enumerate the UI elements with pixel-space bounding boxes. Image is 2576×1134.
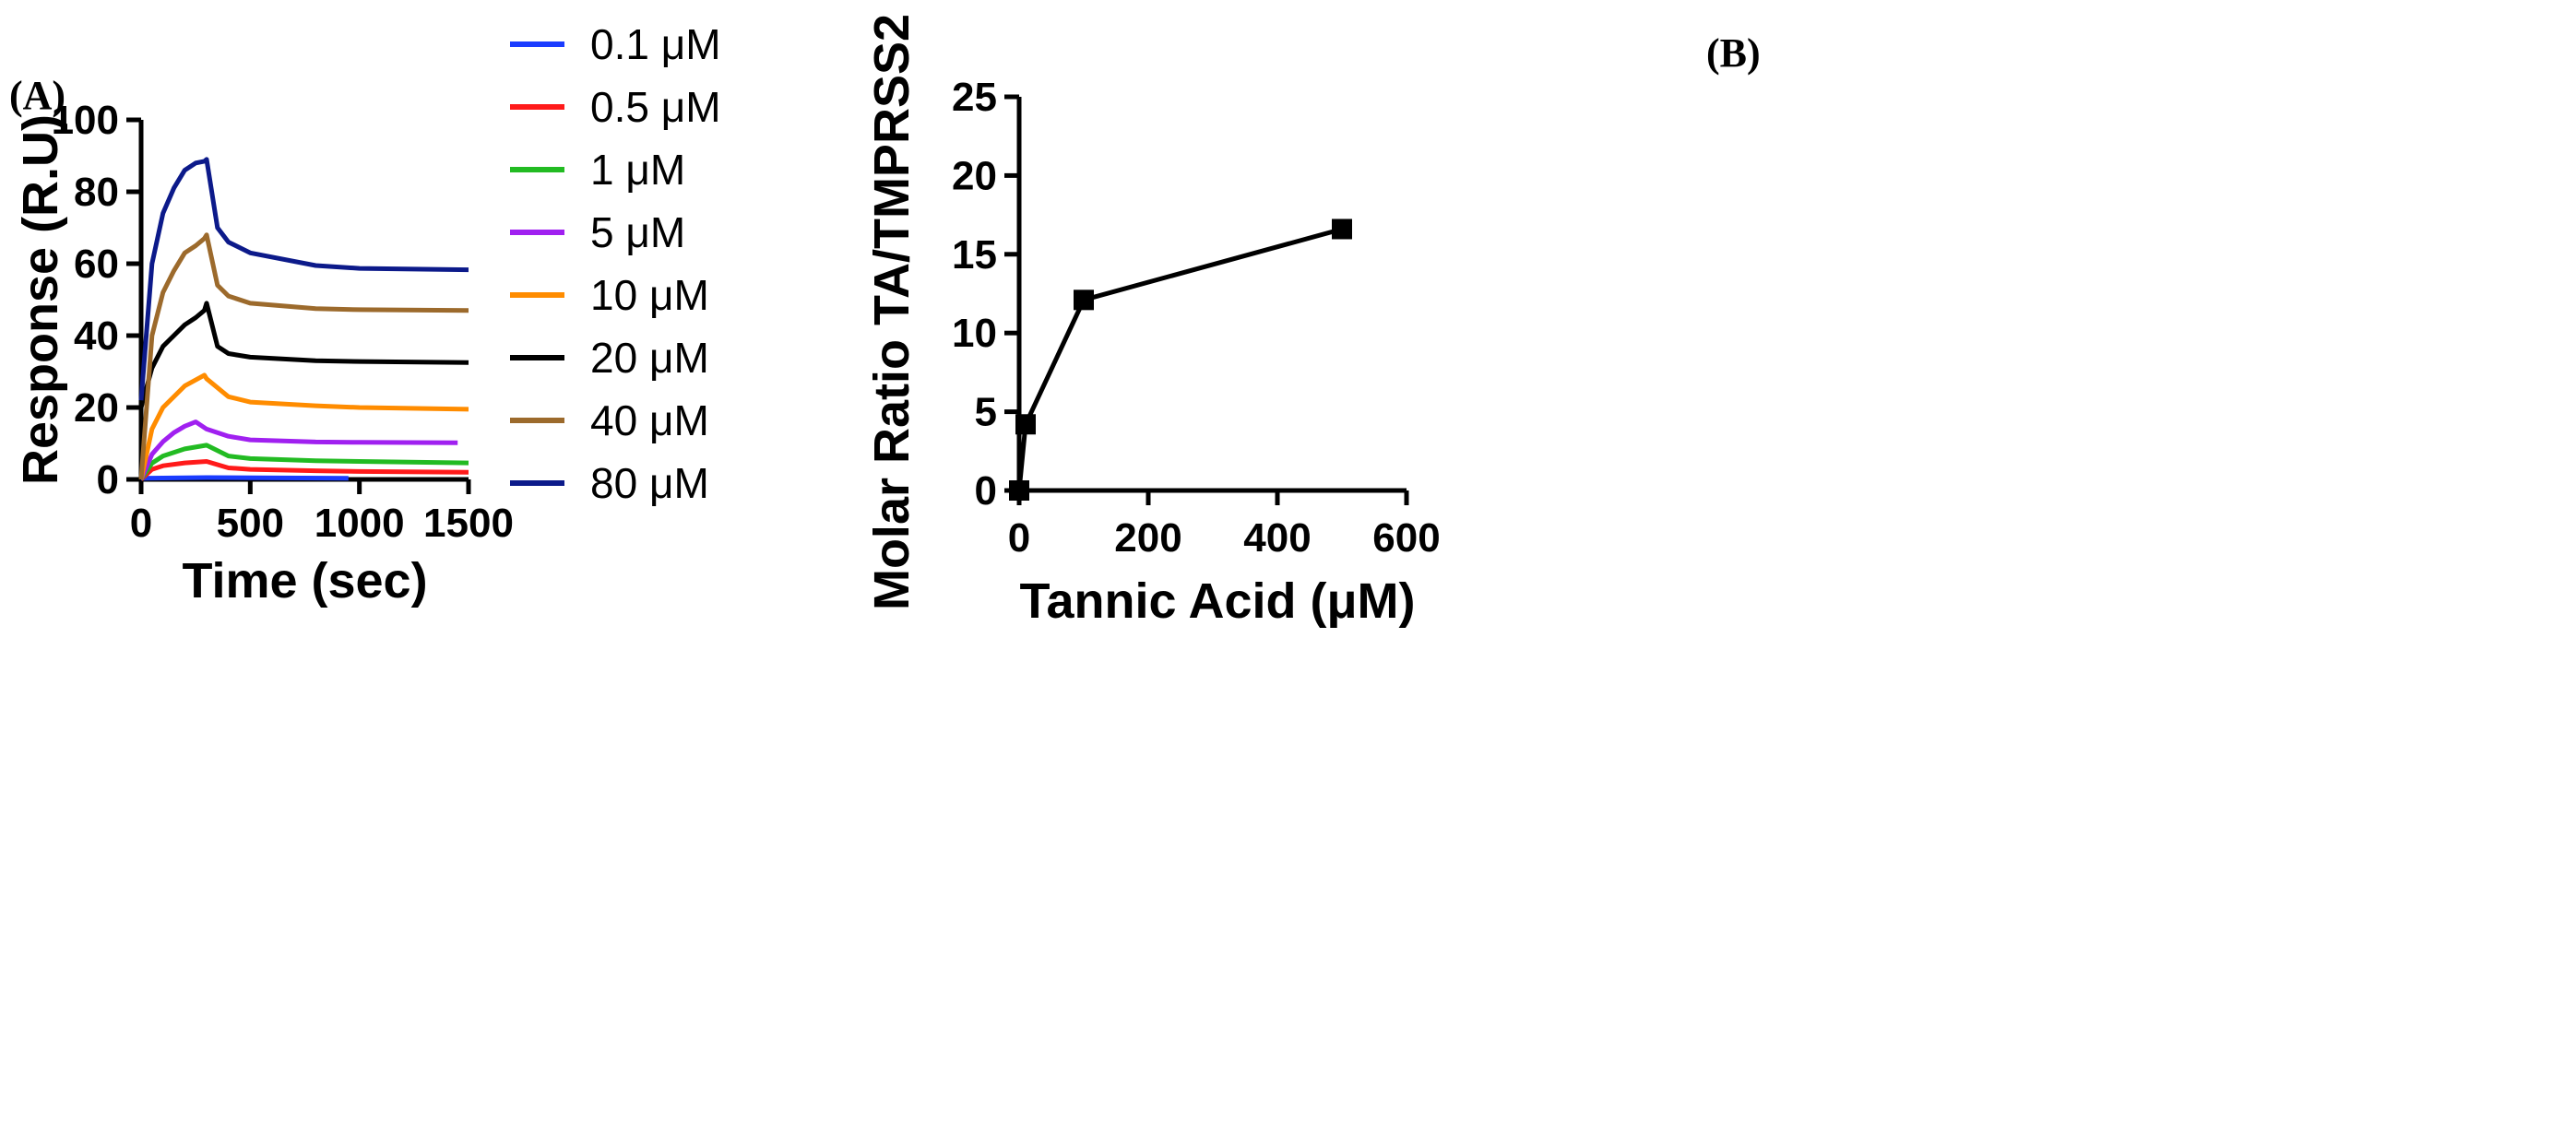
y-tick-label-b: 25 xyxy=(952,75,997,120)
series-line-7 xyxy=(138,232,469,480)
y-axis-title-a: Response (R.U) xyxy=(13,114,68,485)
legend-label-2: 0.5 μM xyxy=(590,83,721,131)
y-tick-label-a: 60 xyxy=(74,242,119,287)
series-group-b xyxy=(1009,219,1352,501)
y-tick-label-a: 40 xyxy=(74,313,119,359)
y-tick-label-b: 15 xyxy=(952,232,997,278)
x-axis-title-b: Tannic Acid (μM) xyxy=(1019,573,1415,629)
data-point-b-1 xyxy=(1009,480,1029,501)
series-line-8 xyxy=(138,157,469,401)
legend-label-5: 10 μM xyxy=(590,271,709,319)
legend-label-1: 0.1 μM xyxy=(590,20,721,68)
chart-b: (B) Molar Ratio TA/TMPRSS2 Tannic Acid (… xyxy=(864,14,1761,629)
panel-label-b: (B) xyxy=(1706,30,1761,76)
axes-b: 0 5 10 15 20 25 0 200 400 600 xyxy=(952,75,1441,561)
legend-label-6: 20 μM xyxy=(590,334,709,382)
data-point-b-3 xyxy=(1074,289,1094,311)
data-point-b-2 xyxy=(1015,414,1036,435)
x-tick-label-a: 1500 xyxy=(423,501,514,546)
series-line-b xyxy=(1016,227,1343,491)
series-line-2 xyxy=(139,459,469,481)
x-tick-label-a: 500 xyxy=(217,501,284,546)
y-tick-label-a: 0 xyxy=(97,457,119,502)
data-point-b-4 xyxy=(1332,219,1352,240)
y-tick-label-a: 20 xyxy=(74,385,119,431)
x-tick-label-b: 600 xyxy=(1372,515,1440,561)
series-group-a xyxy=(138,157,469,481)
x-axis-title-a: Time (sec) xyxy=(182,553,427,608)
y-tick-label-b: 20 xyxy=(952,153,997,198)
series-line-5 xyxy=(138,372,469,480)
x-tick-label-b: 0 xyxy=(1008,515,1030,561)
y-tick-label-b: 0 xyxy=(975,468,997,514)
x-tick-label-b: 400 xyxy=(1243,515,1311,561)
series-line-6 xyxy=(138,301,469,408)
legend-a: 0.1 μM 0.5 μM 1 μM 5 μM 10 μM 20 μM 40 μM 80 μM xyxy=(510,20,721,507)
y-tick-label-a: 80 xyxy=(74,170,119,215)
legend-label-8: 80 μM xyxy=(590,459,709,507)
x-tick-label-b: 200 xyxy=(1114,515,1181,561)
y-tick-label-b: 5 xyxy=(975,390,997,435)
legend-label-7: 40 μM xyxy=(590,396,709,444)
y-tick-label-a: 100 xyxy=(52,98,119,143)
chart-a: (A) Response (R.U) Time (sec) 0 20 40 60 80 1… xyxy=(9,20,721,608)
y-axis-title-b: Molar Ratio TA/TMPRSS2 xyxy=(864,14,920,610)
y-tick-label-b: 10 xyxy=(952,311,997,356)
series-line-3 xyxy=(138,443,469,481)
x-tick-label-a: 0 xyxy=(130,501,152,546)
panel-label-a: (A) xyxy=(9,73,65,118)
x-tick-label-a: 1000 xyxy=(315,501,405,546)
legend-label-3: 1 μM xyxy=(590,146,685,194)
legend-label-4: 5 μM xyxy=(590,208,685,256)
series-line-4 xyxy=(138,419,458,480)
